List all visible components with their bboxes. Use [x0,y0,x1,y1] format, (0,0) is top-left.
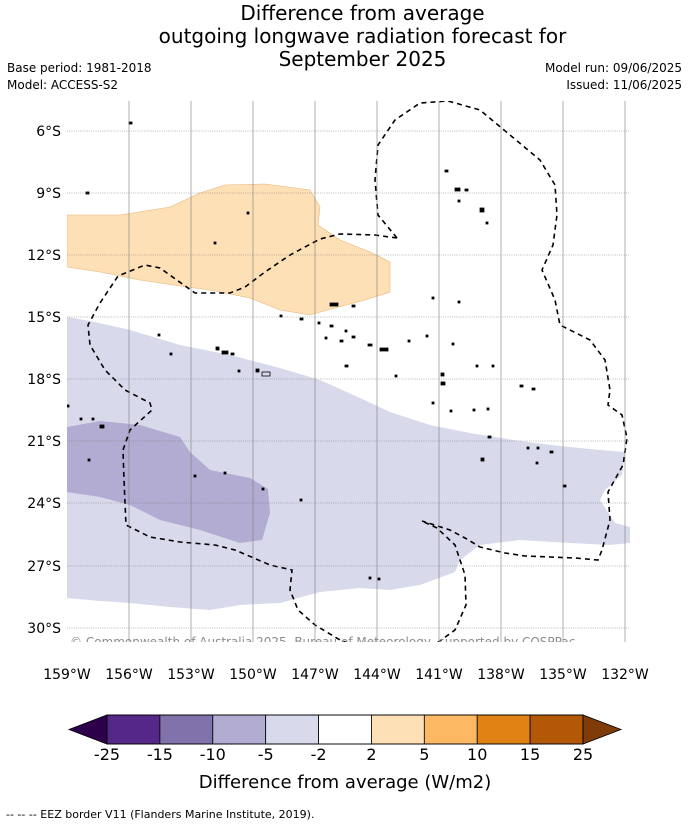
lat-label: 21°S [27,434,61,450]
colorbar-cell [265,714,319,745]
base-period: Base period: 1981-2018 [7,61,152,75]
lat-label: 6°S [36,124,61,140]
anomaly-region-medium-purple [67,421,270,543]
title-line-2: outgoing longwave radiation forecast for [158,24,567,48]
colorbar-cell [159,714,214,745]
colorbar-ticks: -25 -15 -10 -5 -2 2 5 10 15 25 [94,745,593,764]
lat-label: 30°S [27,621,61,637]
colorbar: -25 -15 -10 -5 -2 2 5 10 15 25 Difference from av… [67,714,623,793]
lon-label: 144°W [353,667,401,683]
lon-label: 135°W [539,667,587,683]
lon-label: 132°W [601,667,649,683]
lat-label: 15°S [27,310,61,326]
colorbar-under-arrow [67,714,108,745]
colorbar-tick-label: 25 [573,745,593,764]
lat-label: 27°S [27,559,61,575]
colorbar-cell [318,714,372,745]
colorbar-tick-label: -25 [94,745,120,764]
meta-right: Model run: 09/06/2025 Issued: 11/06/2025 [545,60,682,94]
title-line-1: Difference from average [240,1,485,25]
colorbar-tick-label: -15 [147,745,173,764]
colorbar-cell [476,714,531,745]
lon-label: 150°W [229,667,277,683]
lon-label: 138°W [477,667,525,683]
eez-border-cook-islands [87,233,467,642]
colorbar-outline [106,714,584,745]
colorbar-tick-label: 15 [520,745,540,764]
eez-borders [87,101,628,642]
meta-left: Base period: 1981-2018 Model: ACCESS-S2 [7,60,152,94]
lat-label: 18°S [27,372,61,388]
colorbar-tick-label: -2 [311,745,327,764]
map-title: Difference from average outgoing longwav… [0,2,690,71]
colorbar-cell [371,714,425,745]
issued-date: Issued: 11/06/2025 [566,78,682,92]
lon-label: 159°W [43,667,91,683]
colorbar-cells [106,714,584,745]
copyright-text: © Commonwealth of Australia 2025, Bureau… [70,635,575,649]
lon-labels: 159°W 156°W 153°W 150°W 147°W 144°W 141°… [43,667,649,683]
colorbar-cell [423,714,478,745]
lon-label: 156°W [105,667,153,683]
colorbar-tick-label: 2 [366,745,376,764]
colorbar-tick-label: 10 [467,745,487,764]
eez-footnote: -- -- -- EEZ border V11 (Flanders Marine… [6,808,315,821]
lat-label: 9°S [36,186,61,202]
eez-border-french-polynesia [374,101,628,561]
model-run: Model run: 09/06/2025 [544,61,682,75]
anomaly-region-light-purple [67,317,630,610]
lon-label: 153°W [167,667,215,683]
colorbar-tick-label: -10 [200,745,226,764]
colorbar-tick-label: -5 [258,745,274,764]
lat-labels: 6°S 9°S 12°S 15°S 18°S 21°S 24°S 27°S 30… [27,124,61,637]
colorbar-cell [529,714,584,745]
colorbar-cell [212,714,267,745]
colorbar-over-arrow [582,714,623,745]
colorbar-tick-label: 5 [419,745,429,764]
anomaly-region-light-orange [67,183,391,316]
lon-label: 141°W [415,667,463,683]
colorbar-cell [106,714,161,745]
model-name: Model: ACCESS-S2 [7,78,119,92]
map-area: © Commonwealth of Australia 2025, Bureau… [67,101,630,649]
lat-label: 24°S [27,496,61,512]
lon-label: 147°W [291,667,339,683]
lat-label: 12°S [27,248,61,264]
colorbar-label: Difference from average (W/m2) [199,772,491,793]
title-line-3: September 2025 [278,47,447,71]
gridlines [67,101,630,642]
